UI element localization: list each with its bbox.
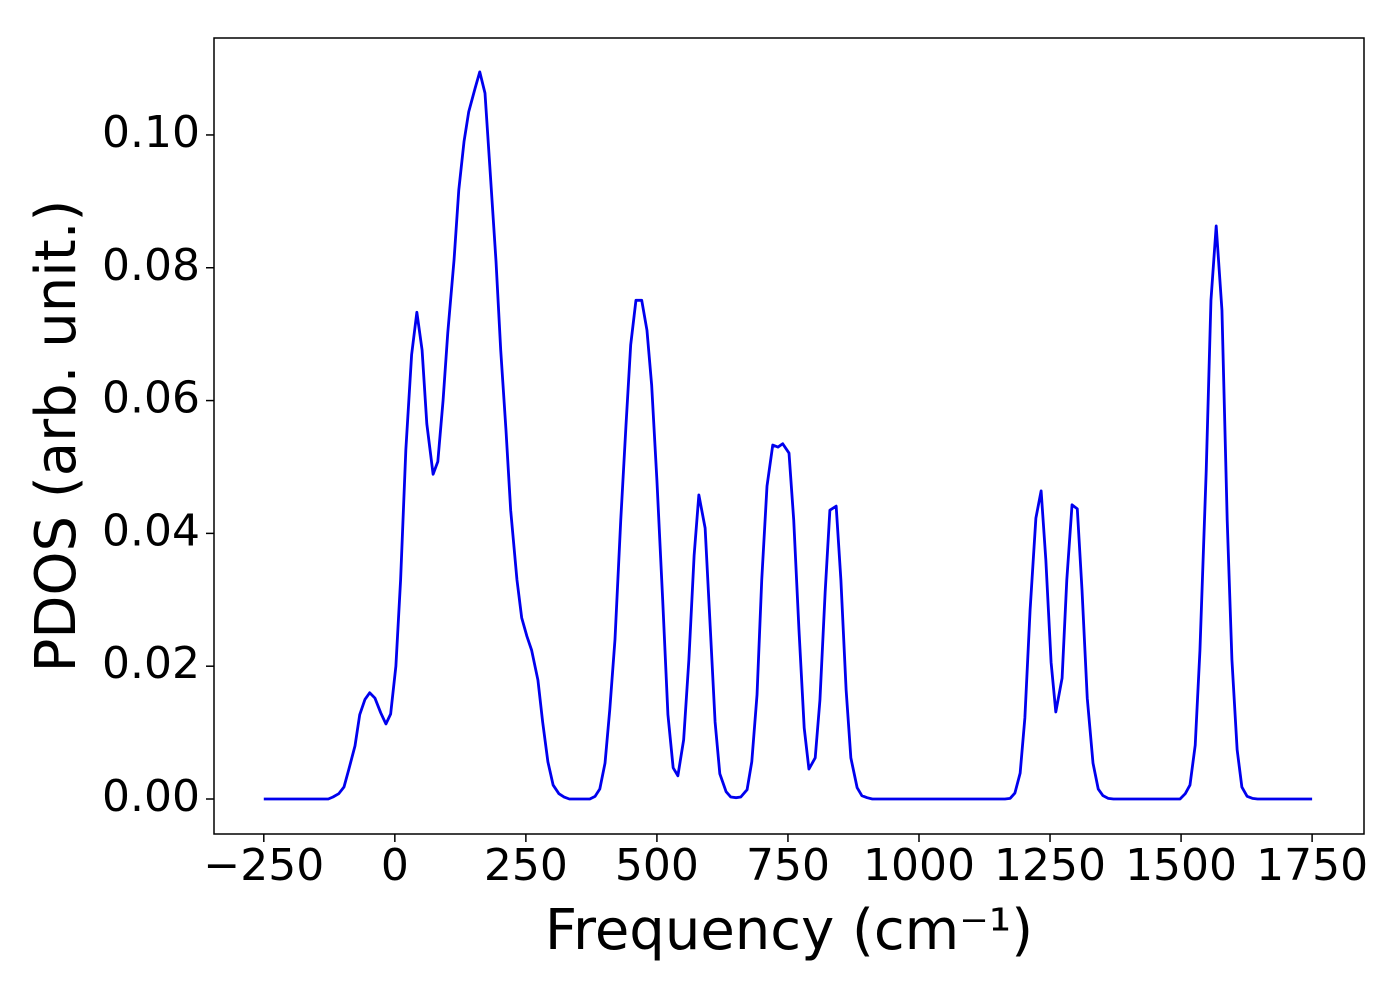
- x-tick-label: 0: [381, 840, 409, 891]
- x-tick-label: −250: [203, 840, 324, 891]
- y-tick-label: 0.02: [102, 638, 200, 689]
- x-tick-label: 250: [484, 840, 568, 891]
- pdos-line: [263, 70, 1313, 801]
- y-tick-label: 0.00: [102, 771, 200, 822]
- x-tick-label: 1500: [1125, 840, 1237, 891]
- x-tick-label: 500: [615, 840, 699, 891]
- plot-frame: [213, 37, 1365, 835]
- y-tick-label: 0.10: [102, 107, 200, 158]
- x-axis-label: Frequency (cm⁻¹): [545, 898, 1033, 963]
- x-tick-label: 1000: [863, 840, 975, 891]
- y-axis-label: PDOS (arb. unit.): [24, 200, 89, 673]
- x-tick-label: 750: [746, 840, 830, 891]
- y-tick-label: 0.04: [102, 505, 200, 556]
- x-tick-label: 1750: [1256, 840, 1368, 891]
- x-tick-label: 1250: [994, 840, 1106, 891]
- y-tick-label: 0.06: [102, 373, 200, 424]
- y-tick-label: 0.08: [102, 240, 200, 291]
